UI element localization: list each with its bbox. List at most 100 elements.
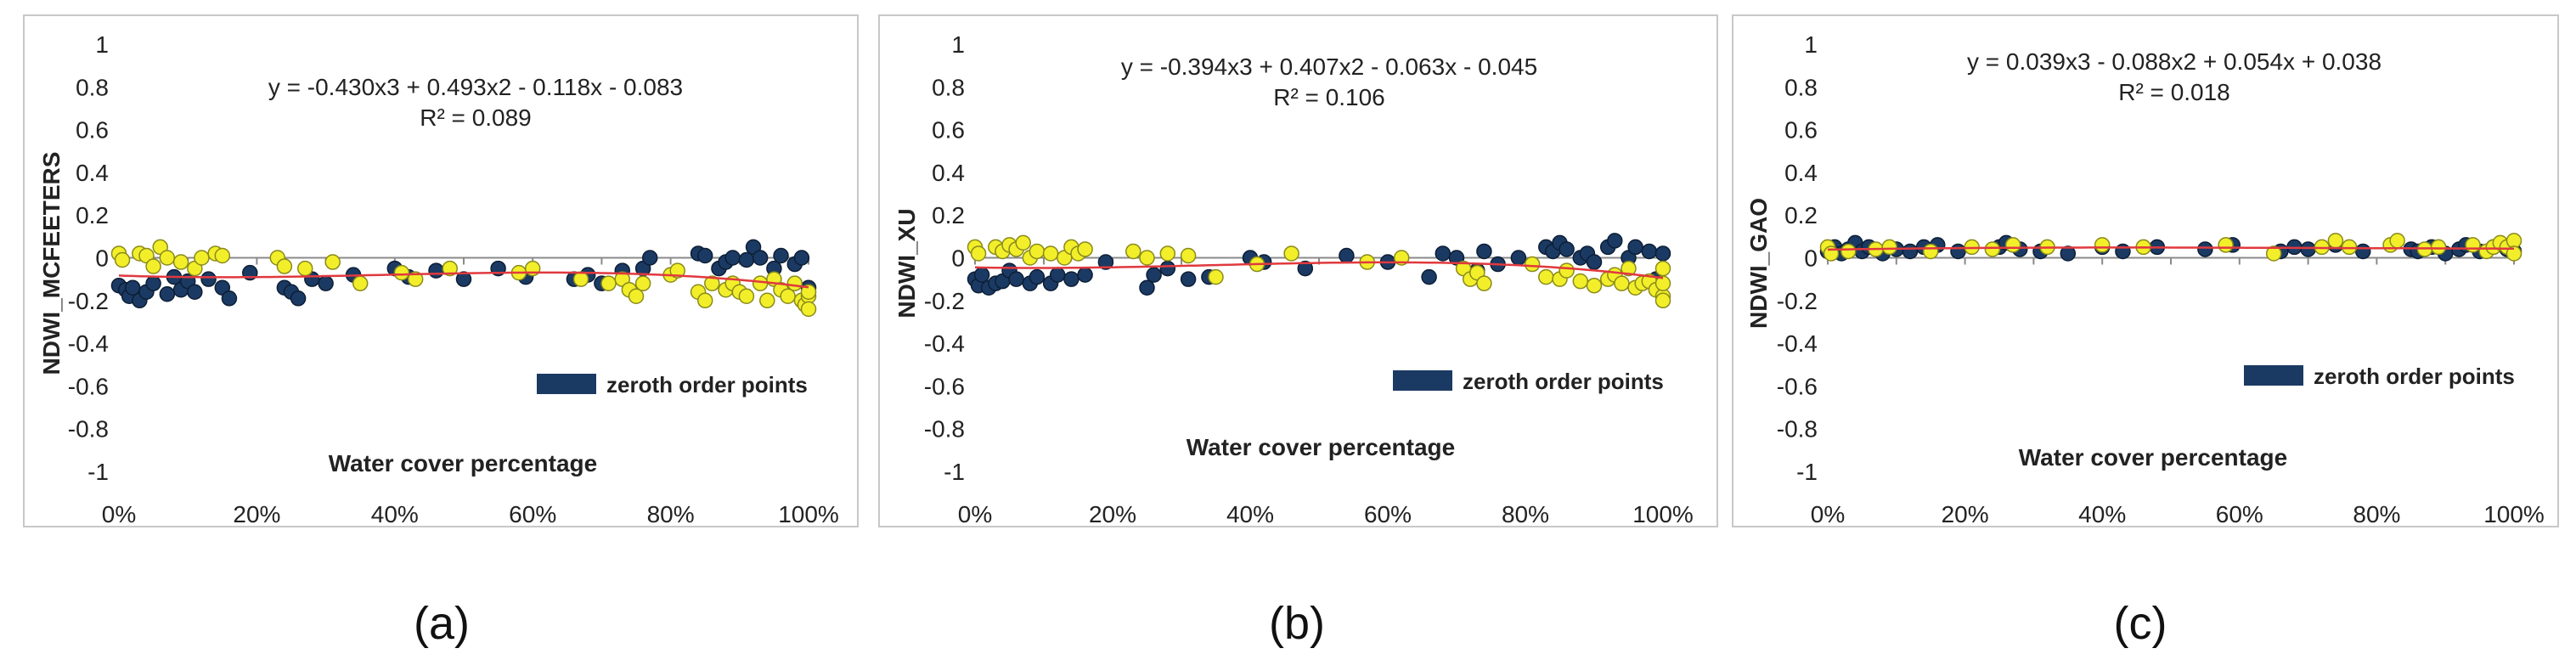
r-squared-b: R² = 0.106 bbox=[1273, 84, 1385, 110]
legend-label-b: zeroth order points bbox=[1463, 369, 1664, 394]
y-axis-label-c: NDWI_GAO bbox=[1745, 198, 1772, 329]
y-tick-label-c-1: 0.8 bbox=[1784, 74, 1818, 100]
data-point-b-0-12 bbox=[1063, 271, 1079, 287]
y-tick-label-a-8: -0.6 bbox=[68, 373, 109, 399]
data-point-c-0-17 bbox=[2060, 245, 2077, 262]
data-point-b-1-20 bbox=[1283, 245, 1299, 262]
chart-panel-a: 1 0.8 0.6 0.4 0.2 0 -0.2 -0.4 -0.6 -0.8 -1 0% 20% 40%… bbox=[23, 14, 859, 527]
data-point-b-0-31 bbox=[1510, 250, 1527, 266]
data-point-b-1-31 bbox=[1572, 273, 1589, 290]
data-point-c-1-2 bbox=[1840, 243, 1857, 260]
data-point-b-0-18 bbox=[1180, 271, 1197, 287]
y-tick-label-b-10: -1 bbox=[944, 459, 965, 485]
y-tick-label-b-9: -0.8 bbox=[924, 416, 965, 443]
data-point-b-1-13 bbox=[1077, 241, 1093, 257]
y-tick-label-a-2: 0.6 bbox=[76, 117, 109, 144]
y-tick-label-c-8: -0.6 bbox=[1777, 373, 1818, 399]
data-point-b-1-26 bbox=[1476, 275, 1492, 291]
y-tick-label-b-0: 1 bbox=[951, 31, 965, 58]
data-point-a-1-23 bbox=[600, 275, 617, 291]
data-point-a-0-18 bbox=[290, 290, 307, 307]
data-point-b-1-8 bbox=[1029, 243, 1046, 260]
x-tick-label-a-1: 20% bbox=[233, 501, 280, 527]
data-point-b-0-15 bbox=[1139, 279, 1155, 296]
data-point-b-1-35 bbox=[1614, 275, 1630, 291]
y-tick-label-c-9: -0.8 bbox=[1777, 416, 1818, 443]
data-point-b-1-18 bbox=[1208, 268, 1224, 285]
y-tick-label-a-4: 0.2 bbox=[76, 202, 109, 228]
y-tick-label-c-7: -0.4 bbox=[1777, 330, 1818, 357]
y-tick-label-b-7: -0.4 bbox=[924, 330, 965, 357]
data-point-b-1-17 bbox=[1180, 247, 1197, 264]
data-point-a-0-33 bbox=[641, 250, 658, 266]
data-point-b-1-44 bbox=[1654, 260, 1671, 277]
data-point-b-1-32 bbox=[1586, 277, 1603, 294]
trend-equation-b: y = -0.394x3 + 0.407x2 - 0.063x - 0.045 bbox=[1121, 54, 1537, 80]
data-point-a-0-41 bbox=[752, 250, 769, 266]
data-point-c-1-7 bbox=[1984, 241, 2001, 257]
data-point-c-1-8 bbox=[2004, 237, 2021, 253]
trend-line-a bbox=[118, 271, 809, 289]
data-point-a-1-41 bbox=[780, 288, 796, 305]
x-tick-label-a-0: 0% bbox=[102, 501, 136, 527]
x-tick-label-c-4: 80% bbox=[2353, 501, 2400, 527]
y-tick-label-c-10: -1 bbox=[1796, 459, 1818, 485]
data-point-a-0-43 bbox=[773, 247, 789, 264]
data-point-b-0-43 bbox=[1641, 243, 1658, 260]
trend-equation-a: y = -0.430x3 + 0.493x2 - 0.118x - 0.083 bbox=[268, 74, 683, 100]
data-point-b-0-45 bbox=[1654, 245, 1671, 262]
data-point-c-0-9 bbox=[1902, 243, 1919, 260]
data-point-a-1-16 bbox=[352, 275, 369, 291]
data-point-b-0-13 bbox=[1077, 267, 1093, 283]
data-point-a-1-17 bbox=[393, 264, 410, 281]
legend-swatch-a bbox=[537, 374, 596, 394]
data-point-a-0-25 bbox=[455, 271, 472, 287]
x-tick-label-a-3: 60% bbox=[509, 501, 556, 527]
y-tick-label-a-5: 0 bbox=[95, 245, 109, 272]
chart-frame-c bbox=[1732, 14, 2559, 527]
data-point-b-1-28 bbox=[1538, 268, 1554, 285]
data-point-a-1-47 bbox=[800, 284, 817, 300]
x-tick-label-b-2: 40% bbox=[1226, 501, 1274, 527]
data-point-b-0-35 bbox=[1559, 241, 1575, 257]
y-tick-label-c-0: 1 bbox=[1804, 31, 1818, 58]
y-tick-label-b-3: 0.4 bbox=[932, 160, 965, 186]
data-point-c-1-12 bbox=[2218, 237, 2234, 253]
data-point-b-1-14 bbox=[1125, 243, 1141, 260]
data-point-b-0-23 bbox=[1339, 247, 1355, 264]
y-tick-label-a-3: 0.4 bbox=[76, 160, 109, 186]
data-point-a-1-19 bbox=[442, 260, 459, 277]
data-point-a-1-42 bbox=[786, 275, 803, 291]
trend-line-c bbox=[1827, 246, 2514, 251]
y-tick-label-b-5: 0 bbox=[951, 245, 965, 272]
data-point-b-0-26 bbox=[1435, 245, 1451, 262]
data-point-a-1-27 bbox=[634, 275, 651, 291]
data-point-b-0-42 bbox=[1627, 239, 1643, 256]
x-tick-label-c-3: 60% bbox=[2216, 501, 2263, 527]
y-tick-label-c-3: 0.4 bbox=[1784, 160, 1818, 186]
data-point-a-1-26 bbox=[628, 288, 645, 305]
panel-label-c: (c) bbox=[2114, 598, 2167, 649]
data-point-a-0-20 bbox=[318, 275, 334, 291]
data-point-b-0-14 bbox=[1097, 254, 1114, 270]
data-point-b-1-1 bbox=[970, 245, 987, 262]
data-point-a-0-35 bbox=[696, 247, 713, 264]
y-tick-label-a-10: -1 bbox=[87, 459, 109, 485]
data-point-a-1-6 bbox=[159, 250, 176, 266]
x-tick-label-b-1: 20% bbox=[1089, 501, 1136, 527]
data-point-c-1-1 bbox=[1823, 245, 1840, 262]
x-axis-label-a: Water cover percentage bbox=[329, 450, 597, 476]
y-tick-label-a-9: -0.8 bbox=[68, 416, 109, 443]
data-point-a-1-11 bbox=[214, 247, 231, 264]
legend-swatch-c bbox=[2244, 365, 2303, 386]
data-point-c-1-15 bbox=[2327, 233, 2344, 249]
data-point-b-0-16 bbox=[1146, 267, 1162, 283]
data-point-a-0-12 bbox=[200, 271, 217, 287]
x-tick-label-b-3: 60% bbox=[1364, 501, 1412, 527]
data-point-a-0-6 bbox=[145, 275, 161, 291]
r-squared-a: R² = 0.089 bbox=[420, 104, 532, 131]
data-point-a-0-14 bbox=[221, 290, 238, 307]
x-tick-label-b-0: 0% bbox=[958, 501, 992, 527]
x-tick-label-a-5: 100% bbox=[778, 501, 839, 527]
data-point-b-1-36 bbox=[1621, 260, 1637, 277]
